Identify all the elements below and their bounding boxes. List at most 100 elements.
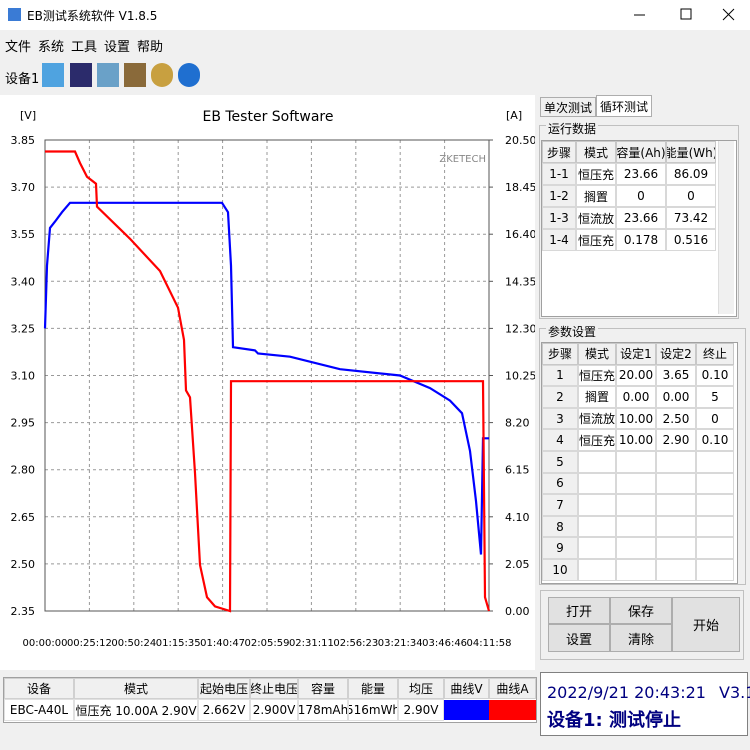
table-header: 能量 [348, 678, 398, 699]
y-tick-label: 2.35 [11, 605, 36, 618]
table-cell: 7 [542, 494, 578, 516]
image-icon[interactable] [97, 63, 119, 87]
status-panel: 2022/9/21 20:43:21 V3.1 设备1: 测试停止 [540, 672, 750, 736]
x-tick-label: 02:05:59 [245, 638, 290, 649]
table-cell: 10.00 [616, 407, 656, 430]
device-selector[interactable]: 设备1 [5, 72, 40, 87]
table-cell: 1-4 [542, 229, 576, 251]
button-area [540, 590, 744, 660]
x-tick-label: 02:56:23 [333, 638, 378, 649]
table-cell: 178mAh [298, 699, 348, 721]
table-header: 终止 [696, 343, 734, 365]
table-cell: 恒流放 [578, 407, 616, 430]
app-icon [8, 8, 21, 21]
x-tick-label: 04:11:58 [467, 638, 512, 649]
y2-tick-label: 6.15 [505, 464, 530, 477]
window-controls[interactable] [620, 0, 750, 30]
y-tick-label: 2.80 [11, 464, 36, 477]
table-cell: 恒压充 [576, 229, 616, 251]
scrollbar[interactable] [718, 141, 734, 314]
table-cell: 10 [542, 559, 578, 581]
tab[interactable]: 循环测试 [596, 95, 652, 117]
table-cell: 2.90V [398, 699, 444, 721]
y2-axis-label: [A] [506, 109, 522, 122]
table-cell [578, 472, 616, 495]
status-version: V3.1 [719, 683, 750, 702]
table-cell: 2 [542, 386, 578, 408]
table-cell [578, 451, 616, 473]
table-cell: 0.178 [616, 229, 666, 251]
open-button[interactable]: 打开 [548, 597, 610, 624]
y2-tick-label: 12.30 [505, 322, 535, 335]
table-cell [696, 472, 734, 495]
table-cell: 4 [542, 429, 578, 451]
chart: EB Tester Software [V] [A] 2.35 2.50 2.65 2.80… [0, 95, 535, 670]
x-tick-label: 00:25:12 [67, 638, 112, 649]
table-cell: 3 [542, 407, 578, 430]
table-cell: 5 [542, 451, 578, 473]
table-header: 起始电压 [198, 678, 250, 699]
y-axis-label: [V] [20, 109, 36, 122]
table-cell [656, 451, 696, 473]
y-tick-label: 3.10 [11, 370, 36, 383]
table-cell: 0 [616, 185, 666, 207]
table-cell: 3.65 [656, 364, 696, 387]
table-cell [578, 537, 616, 559]
menu-bar: 文件 系统 工具 设置 帮助 [0, 33, 750, 55]
table-header: 曲线V [444, 678, 489, 699]
info-icon[interactable] [178, 63, 200, 87]
table-cell [656, 559, 696, 581]
y2-tick-label: 0.00 [505, 605, 530, 618]
tab[interactable]: 单次测试 [540, 97, 596, 117]
table-header: 模式 [576, 141, 616, 163]
table-cell [616, 515, 656, 538]
table-header: 容量(Ah) [616, 141, 666, 163]
table-cell: 5 [696, 386, 734, 408]
y-tick-label: 3.85 [11, 134, 36, 147]
y2-tick-label: 8.20 [505, 417, 530, 430]
menu-item[interactable]: 帮助 [137, 40, 164, 55]
x-tick-label: 03:46:46 [422, 638, 467, 649]
menu-item[interactable]: 设置 [104, 40, 131, 55]
title-bar: EB测试系统软件 V1.8.5 [0, 0, 750, 30]
menu-item[interactable]: 工具 [71, 40, 98, 55]
y2-tick-label: 14.35 [505, 275, 535, 288]
table-cell [696, 451, 734, 473]
table-cell: 0.516 [666, 229, 716, 251]
table-header: 曲线A [489, 678, 536, 699]
menu-item[interactable]: 文件 [5, 40, 32, 55]
x-tick-label: 02:31:11 [289, 638, 334, 649]
table-cell [616, 537, 656, 559]
table-header: 设定2 [656, 343, 696, 365]
table-cell [656, 515, 696, 538]
settings-button[interactable]: 设置 [548, 624, 610, 652]
search-icon[interactable] [151, 63, 173, 87]
open-icon[interactable] [42, 63, 64, 87]
table-cell [616, 559, 656, 581]
table-header: 均压 [398, 678, 444, 699]
table-cell: 恒压充 [578, 429, 616, 451]
menu-item[interactable]: 系统 [38, 40, 65, 55]
table-cell: 1-2 [542, 185, 576, 207]
table-cell [696, 559, 734, 581]
table-cell: 86.09 [666, 163, 716, 185]
group-box [539, 328, 746, 585]
table-header: 终止电压 [250, 678, 298, 699]
save-icon[interactable] [70, 63, 92, 87]
tools-icon[interactable] [124, 63, 146, 87]
table-header: 设备 [4, 678, 74, 699]
table-cell: 搁置 [576, 185, 616, 207]
table-cell: 1-1 [542, 163, 576, 185]
save-button[interactable]: 保存 [610, 597, 672, 624]
group-title: 参数设置 [546, 323, 599, 340]
y2-tick-label: 18.45 [505, 181, 535, 194]
y2-tick-label: 4.10 [505, 511, 530, 524]
clear-button[interactable]: 清除 [610, 624, 672, 652]
y2-tick-label: 10.25 [505, 370, 535, 383]
table-cell: 恒压充 10.00A 2.90V [74, 699, 198, 721]
table-cell: 8 [542, 515, 578, 538]
table-header: 能量(Wh) [666, 141, 716, 163]
x-tick-label: 01:40:47 [200, 638, 245, 649]
start-button[interactable]: 开始 [672, 597, 740, 652]
